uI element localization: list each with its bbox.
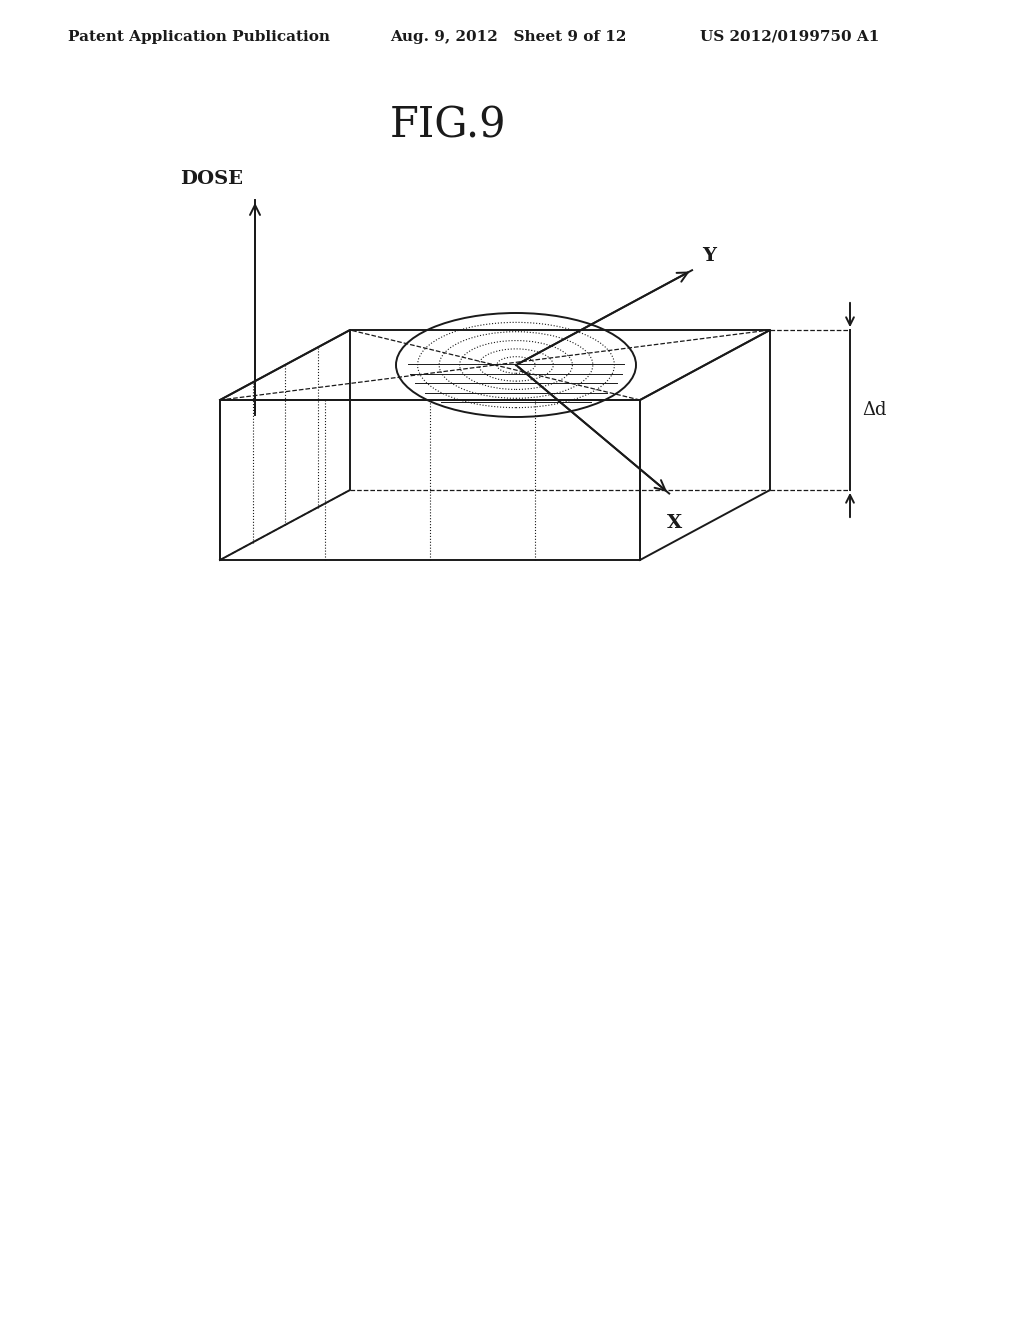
Text: Y: Y	[702, 247, 716, 265]
Text: US 2012/0199750 A1: US 2012/0199750 A1	[700, 30, 880, 44]
Text: Patent Application Publication: Patent Application Publication	[68, 30, 330, 44]
Text: FIG.9: FIG.9	[390, 106, 507, 147]
Text: Aug. 9, 2012   Sheet 9 of 12: Aug. 9, 2012 Sheet 9 of 12	[390, 30, 627, 44]
Text: Δd: Δd	[862, 401, 887, 418]
Text: X: X	[667, 513, 682, 532]
Text: DOSE: DOSE	[180, 170, 243, 187]
